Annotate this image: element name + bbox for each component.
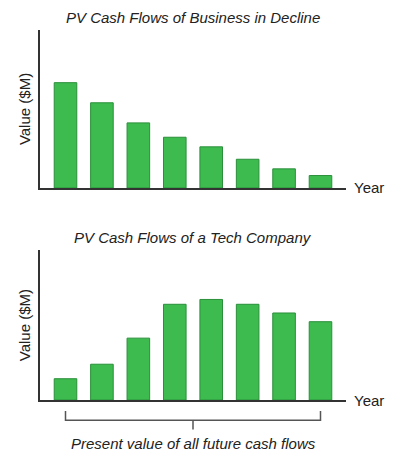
svg-text:Present value of all future ca: Present value of all future cash flows [71, 435, 316, 452]
svg-text:PV Cash Flows of Business in D: PV Cash Flows of Business in Decline [66, 9, 320, 26]
svg-text:Value ($M): Value ($M) [16, 289, 33, 361]
svg-text:PV Cash Flows of a Tech Compan: PV Cash Flows of a Tech Company [74, 229, 312, 246]
svg-text:Year: Year [354, 179, 384, 196]
svg-text:Year: Year [354, 392, 384, 409]
svg-text:Value ($M): Value ($M) [16, 73, 33, 145]
